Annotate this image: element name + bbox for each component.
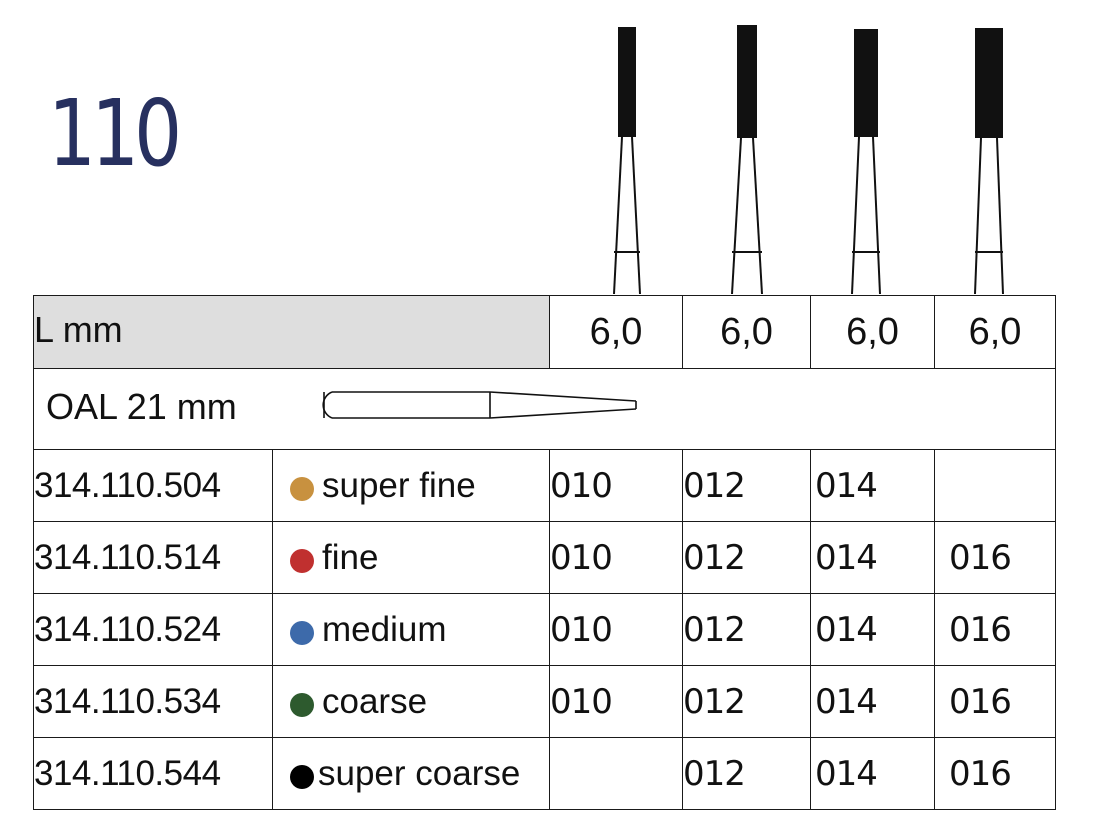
- bur-illustrations: [613, 25, 1004, 295]
- size-value: 016: [934, 737, 1056, 810]
- bur-icon-1: [613, 27, 641, 295]
- size-value: [549, 737, 683, 810]
- bur-spec-table: L mm 6,0 6,0 6,0 6,0 OAL 21 mm 314.110.5…: [33, 295, 1056, 810]
- grit-label: coarse: [322, 681, 428, 721]
- size-value: [934, 449, 1056, 522]
- size-value: 012: [682, 521, 811, 594]
- length-row: L mm 6,0 6,0 6,0 6,0: [33, 295, 1056, 369]
- bur-icon-2: [731, 25, 763, 295]
- grit-label: super coarse: [318, 753, 521, 793]
- oal-row: OAL 21 mm: [33, 368, 1056, 450]
- size-value: 012: [682, 737, 811, 810]
- table-row: 314.110.504 super fine 010 012 014: [33, 449, 1056, 522]
- size-value: 014: [810, 737, 935, 810]
- size-value: 014: [810, 521, 935, 594]
- grit-label: super fine: [322, 465, 476, 505]
- product-number-title: 110: [48, 80, 182, 187]
- size-value: 010: [549, 665, 683, 738]
- table-row: 314.110.524 medium 010 012 014 016: [33, 593, 1056, 666]
- table-row: 314.110.544 super coarse 012 014 016: [33, 737, 1056, 810]
- reference-number: 314.110.524: [33, 593, 273, 666]
- length-value: 6,0: [934, 295, 1056, 369]
- grit-color-dot: [290, 692, 314, 717]
- reference-number: 314.110.544: [33, 737, 273, 810]
- oal-label: OAL 21 mm: [46, 386, 237, 427]
- reference-number: 314.110.514: [33, 521, 273, 594]
- grit-cell: coarse: [272, 665, 550, 738]
- size-value: 010: [549, 521, 683, 594]
- oal-cell: OAL 21 mm: [33, 368, 1056, 450]
- table-row: 314.110.514 fine 010 012 014 016: [33, 521, 1056, 594]
- bur-icon-3: [851, 29, 881, 295]
- length-label-cell: L mm: [33, 295, 550, 369]
- grit-label: medium: [322, 609, 447, 649]
- grit-color-dot: [290, 548, 314, 573]
- table-row: 314.110.534 coarse 010 012 014 016: [33, 665, 1056, 738]
- reference-number: 314.110.504: [33, 449, 273, 522]
- grit-cell: fine: [272, 521, 550, 594]
- length-label: L mm: [34, 309, 123, 350]
- bur-icon-4: [974, 28, 1004, 295]
- size-value: 012: [682, 593, 811, 666]
- grit-color-dot: [290, 620, 314, 645]
- grit-color-dot: [290, 764, 314, 789]
- grit-cell: super fine: [272, 449, 550, 522]
- grit-cell: super coarse: [272, 737, 550, 810]
- reference-number: 314.110.534: [33, 665, 273, 738]
- grit-cell: medium: [272, 593, 550, 666]
- size-value: 012: [682, 449, 811, 522]
- length-value: 6,0: [810, 295, 935, 369]
- size-value: 016: [934, 593, 1056, 666]
- bur-profile-icon: [322, 391, 637, 419]
- length-value: 6,0: [682, 295, 811, 369]
- grit-color-dot: [290, 476, 314, 501]
- size-value: 014: [810, 449, 935, 522]
- length-value: 6,0: [549, 295, 683, 369]
- size-value: 016: [934, 521, 1056, 594]
- size-value: 014: [810, 593, 935, 666]
- size-value: 010: [549, 449, 683, 522]
- size-value: 012: [682, 665, 811, 738]
- size-value: 010: [549, 593, 683, 666]
- grit-label: fine: [322, 537, 379, 577]
- size-value: 016: [934, 665, 1056, 738]
- size-value: 014: [810, 665, 935, 738]
